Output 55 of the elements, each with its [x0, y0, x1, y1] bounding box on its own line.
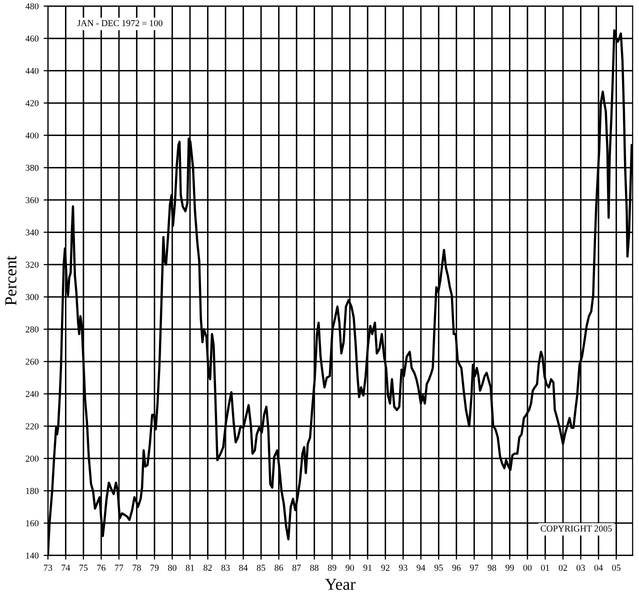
- x-tick-label: 76: [97, 564, 106, 571]
- y-axis-title: Percent: [5, 256, 16, 306]
- y-tick-label: 320: [26, 262, 39, 268]
- x-tick-label: 97: [470, 564, 478, 571]
- x-tick-label: 82: [204, 564, 212, 571]
- y-tick-label: 480: [26, 3, 39, 10]
- y-tick-label: 420: [26, 100, 39, 106]
- x-tick-label: 99: [505, 564, 514, 571]
- x-tick-label: 94: [416, 564, 426, 571]
- x-tick-label: 78: [132, 564, 141, 571]
- x-tick-label: 85: [256, 564, 266, 571]
- x-tick-label: 96: [452, 564, 461, 571]
- x-tick-label: 80: [168, 564, 176, 571]
- x-tick-label: 88: [310, 564, 319, 571]
- x-tick-label: 75: [80, 564, 88, 571]
- x-tick-label: 87: [292, 564, 301, 571]
- y-tick-label: 340: [26, 229, 39, 236]
- x-tick-label: 92: [381, 564, 390, 571]
- y-tick-label: 360: [26, 197, 39, 204]
- x-axis-title: Year: [325, 578, 356, 590]
- x-tick-label: 04: [594, 564, 603, 571]
- y-tick-label: 400: [26, 132, 39, 139]
- y-tick-label: 380: [26, 164, 39, 171]
- y-tick-label: 460: [26, 36, 39, 42]
- y-tick-label: 180: [26, 488, 39, 494]
- x-tick-label: 90: [346, 564, 354, 571]
- y-tick-label: 220: [26, 423, 39, 430]
- x-tick-label: 89: [328, 564, 336, 571]
- x-tick-label: 02: [558, 564, 568, 571]
- x-tick-label: 73: [44, 564, 52, 571]
- y-tick-label: 280: [26, 326, 39, 332]
- y-tick-label: 440: [26, 68, 39, 74]
- x-tick-label: 05: [612, 564, 620, 571]
- y-tick-label: 200: [26, 456, 39, 462]
- y-tick-label: 160: [26, 520, 39, 526]
- x-tick-label: 81: [186, 564, 194, 571]
- y-tick-label: 240: [26, 390, 39, 398]
- x-tick-label: 79: [150, 564, 159, 571]
- x-tick-label: 00: [523, 564, 532, 571]
- y-tick-label: 140: [26, 552, 39, 559]
- x-tick-label: 95: [434, 564, 443, 571]
- x-tick-label: 84: [239, 564, 248, 571]
- annotation: COPYRIGHT 2005: [540, 526, 612, 532]
- x-tick-label: 86: [274, 564, 284, 571]
- x-tick-label: 74: [62, 564, 70, 571]
- x-tick-label: 98: [488, 564, 496, 571]
- x-tick-label: 03: [576, 564, 585, 571]
- x-tick-label: 93: [398, 564, 408, 571]
- x-tick-label: 83: [221, 564, 230, 571]
- x-tick-label: 77: [115, 564, 124, 571]
- x-tick-label: 91: [363, 564, 372, 571]
- y-tick-label: 260: [26, 358, 39, 365]
- x-tick-label: 01: [541, 564, 550, 571]
- y-tick-label: 300: [26, 294, 39, 300]
- annotation: JAN - DEC 1972 = 100: [77, 20, 162, 26]
